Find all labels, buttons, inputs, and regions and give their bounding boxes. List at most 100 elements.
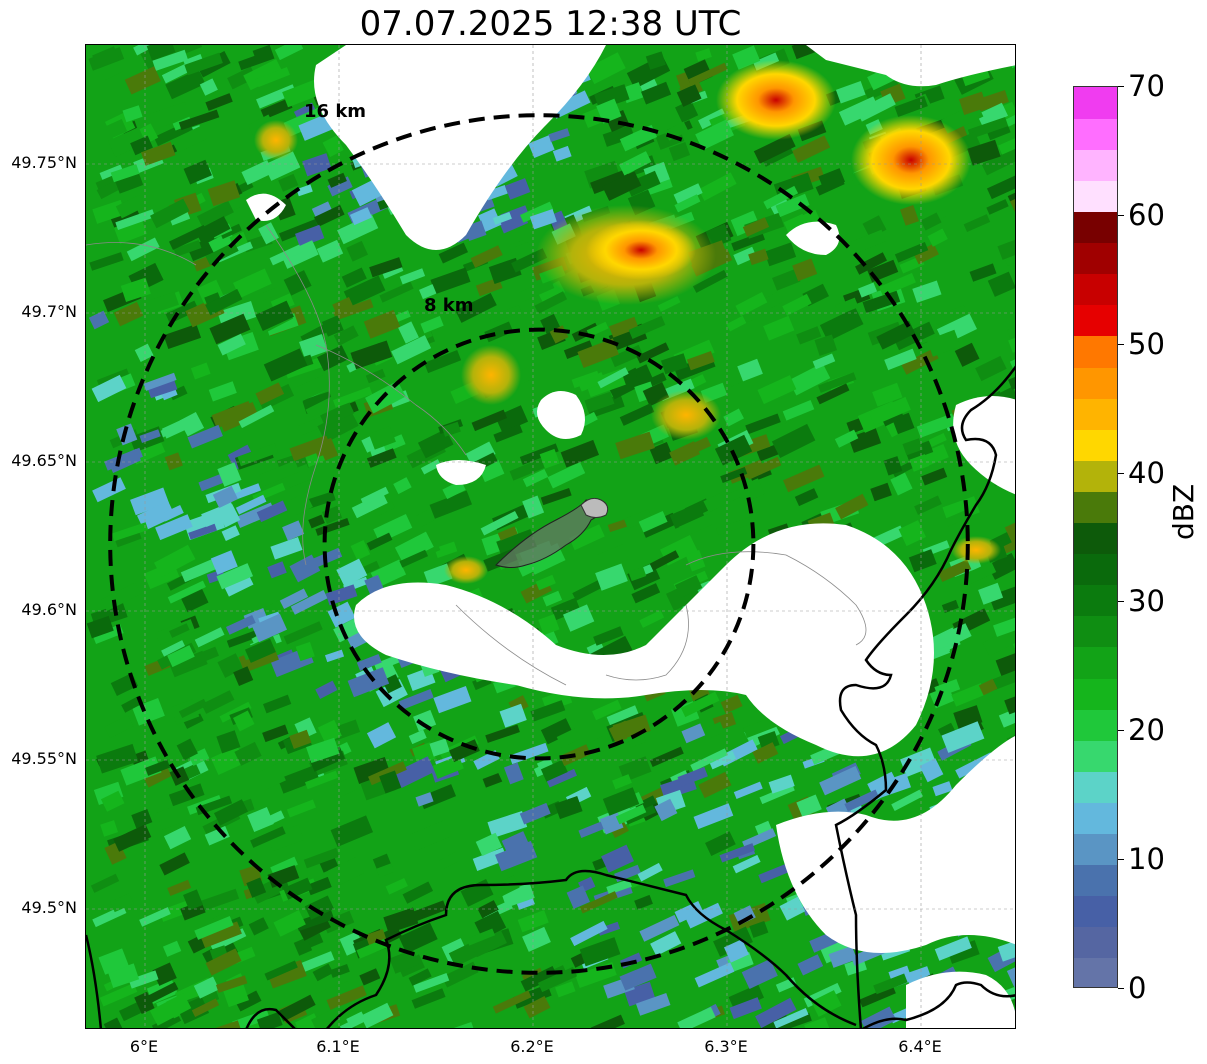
echo-cell xyxy=(492,990,532,1014)
echo-cell xyxy=(219,701,252,723)
echo-cell xyxy=(779,896,806,921)
echo-cell xyxy=(548,128,570,142)
echo-cell xyxy=(499,703,527,728)
echo-cell xyxy=(762,291,783,310)
echo-cell xyxy=(737,358,763,382)
echo-cell xyxy=(492,875,520,898)
echo-cell xyxy=(635,992,671,1016)
echo-cell xyxy=(584,391,615,413)
echo-cell xyxy=(912,280,942,303)
echo-cell xyxy=(982,626,1015,657)
echo-cell xyxy=(898,520,926,547)
echo-cell xyxy=(246,877,267,898)
echo-cell xyxy=(434,541,458,558)
echo-cell xyxy=(619,403,655,426)
echo-cell xyxy=(530,700,566,722)
echo-cell xyxy=(848,427,882,453)
echo-cell xyxy=(1004,512,1015,544)
colorbar-tick-label: 50 xyxy=(1128,326,1165,361)
colorbar-segment xyxy=(1074,429,1117,461)
radar-map[interactable]: 16 km 8 km xyxy=(85,44,1016,1029)
echo-cell xyxy=(278,219,319,242)
echo-cell xyxy=(535,574,556,591)
admin-borders xyxy=(86,224,867,686)
echo-cell xyxy=(586,321,609,338)
echo-cell xyxy=(130,487,169,516)
echo-cell xyxy=(796,794,822,818)
echo-cell xyxy=(312,963,334,982)
echo-cell xyxy=(608,720,633,743)
echo-cell xyxy=(330,815,374,847)
echo-cell xyxy=(204,825,230,846)
echo-cell xyxy=(183,159,212,185)
echo-cell xyxy=(366,722,397,749)
echo-cell xyxy=(638,510,668,533)
colorbar-label: dBZ xyxy=(1167,483,1200,540)
echo-cell xyxy=(466,928,496,946)
echo-cell xyxy=(188,748,210,766)
echo-cell xyxy=(213,799,249,826)
echo-cell xyxy=(478,459,505,483)
colorbar-tick xyxy=(1118,601,1124,603)
echo-cell xyxy=(560,439,600,468)
echo-cell xyxy=(223,984,249,1008)
echo-cell xyxy=(859,985,896,1008)
echo-cell xyxy=(193,976,220,999)
echo-cell xyxy=(227,66,257,90)
echo-cell xyxy=(178,109,220,131)
echo-cell xyxy=(577,338,619,369)
echo-cell xyxy=(835,81,866,104)
echo-cell xyxy=(96,743,139,774)
echo-cell xyxy=(141,291,179,317)
echo-cell xyxy=(645,51,666,70)
echo-cell xyxy=(306,876,332,896)
echo-cell xyxy=(835,297,859,315)
echo-cell xyxy=(256,500,288,523)
echo-cell xyxy=(590,1014,625,1028)
echo-cell xyxy=(520,201,554,223)
echo-cell xyxy=(745,413,781,435)
echo-cell xyxy=(873,973,908,995)
colorbar-segment xyxy=(1074,833,1117,866)
echo-cell xyxy=(399,268,426,285)
echo-cell xyxy=(963,214,991,233)
echo-cell xyxy=(126,237,160,262)
echo-cell xyxy=(804,1017,831,1028)
echo-cell xyxy=(215,975,248,993)
range-ring-label-8km: 8 km xyxy=(424,295,474,316)
colorbar-segment xyxy=(1074,584,1117,617)
lat-tick-label: 49.75°N xyxy=(11,153,77,172)
echo-cell xyxy=(441,961,479,988)
echo-cell xyxy=(274,45,304,61)
colorbar-segment xyxy=(1074,895,1117,928)
echo-cell xyxy=(698,771,732,799)
echo-cell xyxy=(256,84,297,109)
echo-cell xyxy=(534,291,568,314)
echo-cell xyxy=(321,315,344,337)
echo-cell xyxy=(411,988,446,1009)
echo-cell xyxy=(99,983,138,1007)
echo-cell xyxy=(108,127,146,158)
echo-cell xyxy=(978,582,1004,605)
colorbar-segment xyxy=(1074,802,1117,835)
echo-cell xyxy=(475,832,503,857)
echo-cell xyxy=(902,438,923,456)
echo-cell xyxy=(675,99,699,123)
echo-cell xyxy=(542,590,563,607)
echo-cell xyxy=(571,322,600,342)
echo-cell xyxy=(164,452,183,471)
colorbar-segment xyxy=(1074,522,1117,555)
echo-cell xyxy=(255,66,290,88)
echo-cell xyxy=(91,374,127,403)
echo-cell xyxy=(374,654,402,672)
colorbar-segment xyxy=(1074,646,1117,679)
echo-cell xyxy=(179,412,205,437)
echo-cell xyxy=(359,968,381,986)
echo-cell xyxy=(165,69,206,100)
echo-cell xyxy=(327,176,353,197)
echo-cell xyxy=(92,46,120,69)
echo-cell xyxy=(686,351,715,371)
echo-cell xyxy=(597,367,629,389)
echo-cell xyxy=(733,246,757,266)
echo-cell xyxy=(695,48,712,62)
